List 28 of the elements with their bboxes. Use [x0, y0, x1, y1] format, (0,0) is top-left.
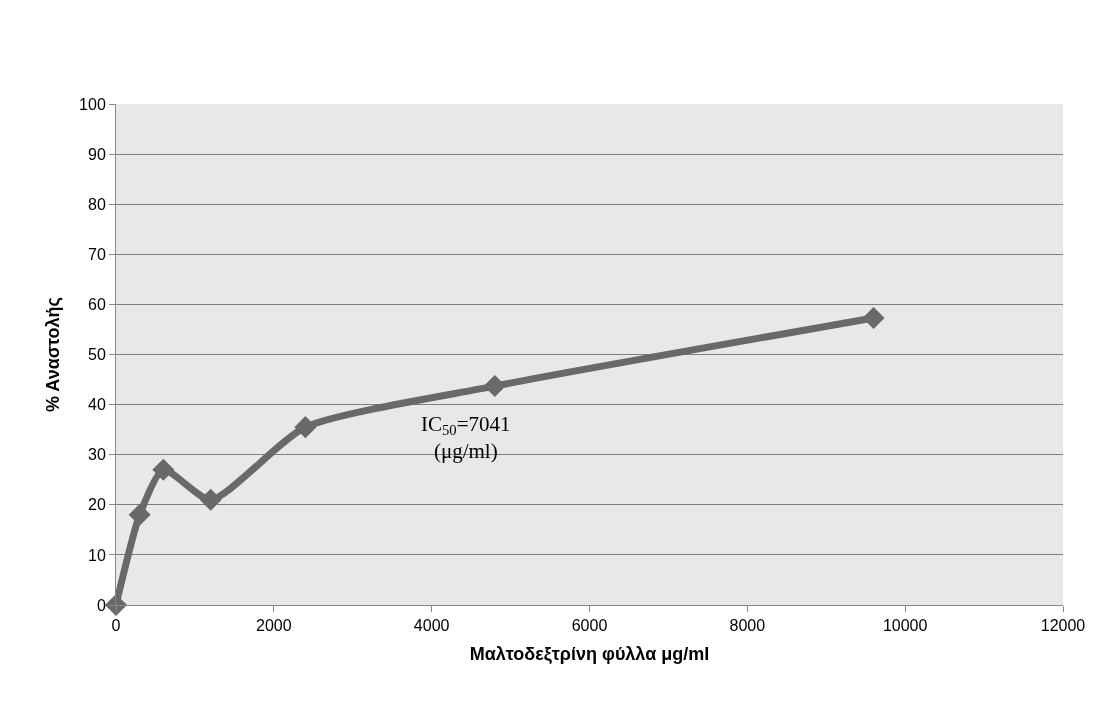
y-axis-title: % Αναστολής — [43, 297, 64, 412]
annotation: IC$_{50}$=7041 (μg/ml) — [421, 412, 511, 464]
y-tick-label: 40 — [88, 396, 106, 414]
y-tick-label: 60 — [88, 296, 106, 313]
point — [294, 416, 317, 439]
point — [483, 375, 506, 398]
x-tick-label: 2000 — [256, 617, 292, 635]
x-tick-label: 4000 — [413, 617, 450, 635]
y-tick-label: 100 — [79, 95, 106, 113]
y-tick-label: 70 — [88, 245, 106, 263]
y-tick-label: 10 — [88, 546, 106, 564]
x-tick-label: 6000 — [571, 617, 608, 635]
y-tick-label: 80 — [88, 195, 106, 213]
y-tick-label: 90 — [88, 145, 106, 163]
point — [199, 488, 222, 511]
point — [152, 458, 175, 481]
y-tick-label: 20 — [88, 496, 106, 514]
point — [862, 306, 885, 329]
x-tick-label: 8000 — [729, 617, 766, 635]
point — [128, 503, 151, 526]
point — [104, 593, 128, 617]
y-tick-label: 50 — [88, 346, 106, 364]
x-tick-label: 0 — [111, 617, 121, 635]
y-tick-label: 30 — [88, 446, 106, 464]
x-axis-title: Μαλτοδεξτρίνη φύλλα μg/ml — [469, 644, 710, 666]
x-tick-label: 10000 — [882, 617, 928, 635]
y-tick-label: 0 — [96, 596, 106, 614]
x-tick-label: 12000 — [1040, 617, 1086, 635]
